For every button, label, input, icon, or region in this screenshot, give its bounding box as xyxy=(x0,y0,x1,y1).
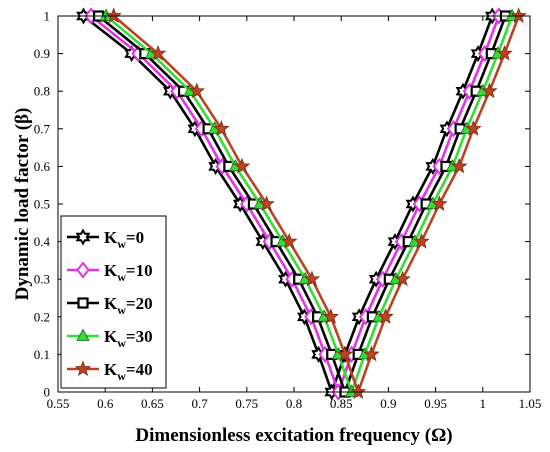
data-point xyxy=(258,195,275,211)
y-tick-label: 1 xyxy=(44,9,51,24)
data-point xyxy=(233,157,251,174)
data-point xyxy=(188,82,205,99)
x-tick-label: 0.65 xyxy=(141,396,164,411)
data-point xyxy=(105,7,122,23)
y-tick-label: 0.2 xyxy=(34,309,50,324)
data-point xyxy=(322,308,340,324)
legend-label-base: K xyxy=(104,261,118,280)
x-tick-label: 1 xyxy=(480,396,487,411)
legend-label-base: K xyxy=(104,228,118,247)
legend-label: Kw=40 xyxy=(104,360,153,383)
data-point xyxy=(336,345,354,362)
y-tick-label: 0.6 xyxy=(34,159,51,174)
data-point xyxy=(451,157,468,174)
data-point xyxy=(281,232,298,249)
x-axis-label: Dimensionless excitation frequency (Ω) xyxy=(135,425,452,446)
legend-marker xyxy=(76,328,90,341)
legend-label-base: K xyxy=(104,327,118,346)
legend-label: Kw=10 xyxy=(104,261,153,284)
y-tick-label: 0 xyxy=(44,385,51,400)
x-tick-label: 0.9 xyxy=(380,396,396,411)
data-point xyxy=(349,383,367,399)
legend-label-rest: =10 xyxy=(126,261,153,280)
y-tick-label: 0.1 xyxy=(34,347,50,362)
series-line xyxy=(105,14,514,394)
y-tick-label: 0.7 xyxy=(34,121,51,136)
data-point xyxy=(496,44,513,61)
legend-label-sub: w xyxy=(117,237,126,251)
x-tick-label: 0.7 xyxy=(191,396,208,411)
data-point xyxy=(481,82,498,99)
series-4 xyxy=(105,7,527,399)
x-tick-label: 0.85 xyxy=(330,396,353,411)
data-point xyxy=(363,345,380,362)
legend-label-rest: =20 xyxy=(126,294,153,313)
legend-label-rest: =0 xyxy=(126,228,144,247)
legend-marker xyxy=(76,261,90,279)
data-point xyxy=(377,308,394,324)
x-tick-label: 1.05 xyxy=(519,396,542,411)
x-tick-label: 0.6 xyxy=(97,396,114,411)
data-point xyxy=(394,270,411,287)
data-point xyxy=(303,270,321,287)
legend-label-sub: w xyxy=(117,336,126,350)
y-tick-label: 0.3 xyxy=(34,272,50,287)
legend-label: Kw=0 xyxy=(104,228,144,251)
legend-marker xyxy=(75,228,91,246)
data-point xyxy=(413,232,430,249)
data-point xyxy=(431,195,448,211)
legend-label-base: K xyxy=(104,360,118,379)
data-point xyxy=(213,120,230,136)
data-point xyxy=(510,7,527,23)
legend-label-rest: =30 xyxy=(126,327,153,346)
y-tick-label: 0.9 xyxy=(34,46,50,61)
legend-label-sub: w xyxy=(117,303,126,317)
data-point xyxy=(465,120,482,136)
x-tick-label: 0.75 xyxy=(235,396,258,411)
legend-marker xyxy=(77,297,89,309)
x-tick-label: 0.95 xyxy=(424,396,447,411)
legend-label: Kw=20 xyxy=(104,294,153,317)
legend-label-sub: w xyxy=(117,270,126,284)
legend-marker xyxy=(74,360,92,376)
ticks-layer: 0.55 0.6 0.65 0.7 0.75 0.8 0.85 0.9 0.95 1 1.05 0 0.… xyxy=(34,9,542,412)
series-line xyxy=(112,15,520,394)
legend-label-rest: =40 xyxy=(126,360,153,379)
legend-label: Kw=30 xyxy=(104,327,153,350)
legend-label-base: K xyxy=(104,294,118,313)
y-axis-label: Dynamic load factor (β) xyxy=(12,108,33,301)
y-tick-label: 0.8 xyxy=(34,84,50,99)
x-tick-label: 0.55 xyxy=(47,396,70,411)
y-tick-label: 0.5 xyxy=(34,197,50,212)
legend-label-sub: w xyxy=(117,369,126,383)
data-point xyxy=(149,44,167,61)
y-tick-label: 0.4 xyxy=(34,234,51,249)
x-tick-label: 0.8 xyxy=(286,396,302,411)
